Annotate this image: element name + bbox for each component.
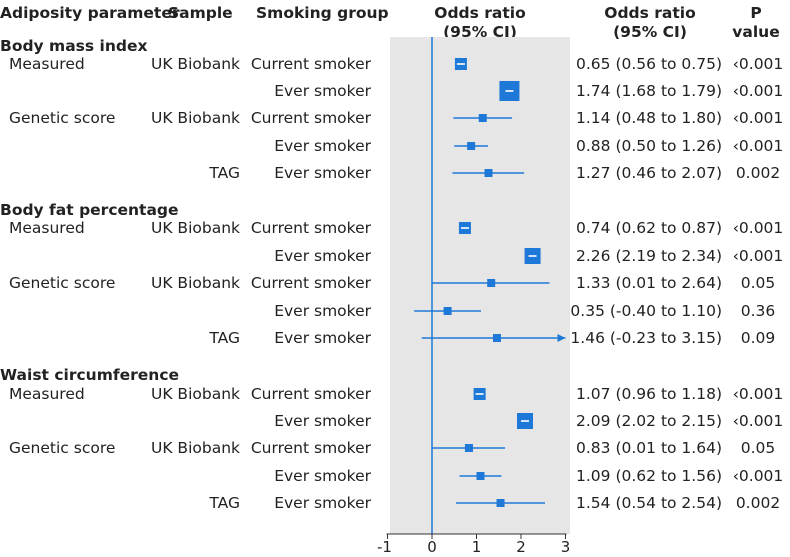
header-adiposity-parameter: Adiposity parameter	[0, 4, 180, 22]
row-p-value: ‹0.001	[732, 82, 784, 100]
estimate-marker	[476, 472, 485, 480]
row-p-value: ‹0.001	[732, 385, 784, 403]
row-parameter: Genetic score	[9, 109, 116, 127]
estimate-marker	[484, 169, 493, 177]
row-odds-ratio-ci: 1.14 (0.48 to 1.80)	[576, 109, 722, 127]
header-p: P	[750, 4, 762, 22]
row-p-value: ‹0.001	[732, 412, 784, 430]
row-smoking-group: Ever smoker	[274, 247, 371, 265]
row-sample: TAG	[209, 164, 240, 182]
row-odds-ratio-ci: 0.35 (-0.40 to 1.10)	[570, 302, 722, 320]
row-p-value: ‹0.001	[732, 467, 784, 485]
row-smoking-group: Current smoker	[250, 385, 371, 403]
row-smoking-group: Current smoker	[250, 219, 371, 237]
x-tick-label: 0	[427, 538, 437, 556]
x-tick-label: 1	[472, 538, 482, 556]
header-odds-ratio-text-ci: (95% CI)	[613, 23, 687, 41]
row-odds-ratio-ci: 2.09 (2.02 to 2.15)	[576, 412, 722, 430]
ci-arrow	[557, 334, 566, 342]
row-odds-ratio-ci: 0.88 (0.50 to 1.26)	[576, 137, 722, 155]
row-odds-ratio-ci: 2.26 (2.19 to 2.34)	[576, 247, 722, 265]
row-p-value: 0.002	[735, 164, 781, 182]
estimate-marker	[464, 444, 473, 452]
row-odds-ratio-ci: 1.74 (1.68 to 1.79)	[576, 82, 722, 100]
header-odds-ratio-plot: Odds ratio	[434, 4, 526, 22]
header-p-value: value	[732, 23, 780, 41]
row-smoking-group: Ever smoker	[274, 494, 371, 512]
row-smoking-group: Ever smoker	[274, 412, 371, 430]
row-smoking-group: Ever smoker	[274, 467, 371, 485]
row-sample: TAG	[209, 494, 240, 512]
header-sample: Sample	[168, 4, 233, 22]
row-odds-ratio-ci: 1.07 (0.96 to 1.18)	[576, 385, 722, 403]
row-odds-ratio-ci: 0.83 (0.01 to 1.64)	[576, 439, 722, 457]
row-p-value: 0.002	[735, 494, 781, 512]
row-parameter: Measured	[9, 385, 85, 403]
header-smoking-group: Smoking group	[256, 4, 389, 22]
row-parameter: Genetic score	[9, 274, 116, 292]
row-odds-ratio-ci: 1.54 (0.54 to 2.54)	[576, 494, 722, 512]
row-smoking-group: Ever smoker	[274, 82, 371, 100]
section-title-body-fat: Body fat percentage	[0, 201, 179, 219]
row-sample: UK Biobank	[151, 385, 240, 403]
row-parameter: Measured	[9, 55, 85, 73]
row-smoking-group: Current smoker	[250, 55, 371, 73]
estimate-marker	[487, 279, 496, 287]
header-odds-ratio-text: Odds ratio	[604, 4, 696, 22]
row-smoking-group: Current smoker	[250, 274, 371, 292]
row-parameter: Measured	[9, 219, 85, 237]
row-smoking-group: Ever smoker	[274, 137, 371, 155]
row-p-value: 0.36	[740, 302, 776, 320]
section-title-waist: Waist circumference	[0, 366, 180, 384]
estimate-marker	[478, 114, 487, 122]
row-odds-ratio-ci: 0.65 (0.56 to 0.75)	[576, 55, 722, 73]
row-p-value: ‹0.001	[732, 109, 784, 127]
row-smoking-group: Current smoker	[250, 109, 371, 127]
row-smoking-group: Current smoker	[250, 439, 371, 457]
row-sample: UK Biobank	[151, 274, 240, 292]
section-title-bmi: Body mass index	[0, 37, 148, 55]
row-sample: TAG	[209, 329, 240, 347]
row-sample: UK Biobank	[151, 219, 240, 237]
row-odds-ratio-ci: 1.46 (-0.23 to 3.15)	[570, 329, 722, 347]
row-sample: UK Biobank	[151, 55, 240, 73]
x-tick-label: -1	[377, 538, 392, 556]
row-smoking-group: Ever smoker	[274, 164, 371, 182]
row-odds-ratio-ci: 1.09 (0.62 to 1.56)	[576, 467, 722, 485]
row-p-value: 0.09	[740, 329, 776, 347]
row-sample: UK Biobank	[151, 109, 240, 127]
x-tick-label: 2	[516, 538, 526, 556]
row-odds-ratio-ci: 0.74 (0.62 to 0.87)	[576, 219, 722, 237]
row-parameter: Genetic score	[9, 439, 116, 457]
row-p-value: 0.05	[740, 274, 776, 292]
row-p-value: ‹0.001	[732, 247, 784, 265]
estimate-marker	[467, 142, 476, 150]
row-smoking-group: Ever smoker	[274, 329, 371, 347]
row-smoking-group: Ever smoker	[274, 302, 371, 320]
estimate-marker	[443, 307, 452, 315]
row-p-value: ‹0.001	[732, 55, 784, 73]
row-p-value: ‹0.001	[732, 137, 784, 155]
header-odds-ratio-plot-ci: (95% CI)	[443, 23, 517, 41]
row-p-value: ‹0.001	[732, 219, 784, 237]
row-odds-ratio-ci: 1.27 (0.46 to 2.07)	[576, 164, 722, 182]
row-p-value: 0.05	[740, 439, 776, 457]
x-tick-label: 3	[561, 538, 571, 556]
estimate-marker	[496, 499, 505, 507]
row-odds-ratio-ci: 1.33 (0.01 to 2.64)	[576, 274, 722, 292]
plot-panel	[390, 37, 570, 534]
estimate-marker	[492, 334, 501, 342]
row-sample: UK Biobank	[151, 439, 240, 457]
